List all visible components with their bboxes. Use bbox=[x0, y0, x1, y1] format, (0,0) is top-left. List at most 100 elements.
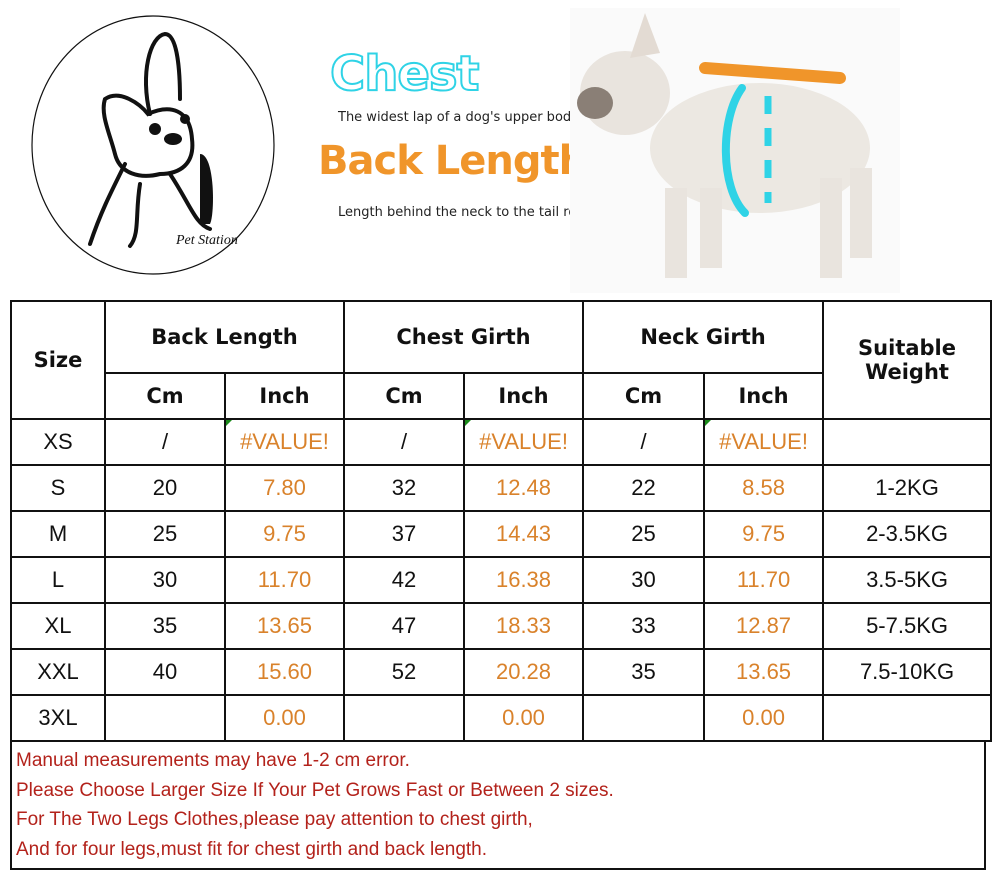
cell-back-cm: 35 bbox=[104, 602, 226, 650]
table-row: S 20 7.80 32 12.48 22 8.58 1-2KG bbox=[10, 464, 993, 512]
logo-text: Pet Station bbox=[175, 233, 238, 248]
cell-weight: 3.5-5KG bbox=[822, 556, 993, 604]
cell-neck-cm: 30 bbox=[582, 556, 706, 604]
cell-back-in: 7.80 bbox=[224, 464, 345, 512]
cell-text: 22 bbox=[631, 475, 656, 500]
cell-text: 42 bbox=[391, 567, 417, 592]
cell-text: #VALUE! bbox=[719, 429, 808, 454]
cell-neck-in: #VALUE! bbox=[703, 418, 825, 466]
header-cm: Cm bbox=[104, 372, 226, 420]
header-inch: Inch bbox=[224, 372, 345, 420]
cell-back-in: 13.65 bbox=[224, 602, 345, 650]
cell-size: S bbox=[10, 464, 106, 512]
cell-text: 25 bbox=[152, 521, 178, 546]
note: Please Choose Larger Size If Your Pet Gr… bbox=[16, 779, 614, 801]
cell-chest-cm: 52 bbox=[343, 648, 465, 696]
cell-text: 12.48 bbox=[495, 475, 552, 500]
table-row: XS / #VALUE! / #VALUE! / #VALUE! bbox=[10, 418, 993, 466]
cell-text: 9.75 bbox=[742, 521, 785, 546]
cell-back-cm: 40 bbox=[104, 648, 226, 696]
error-marker bbox=[705, 420, 712, 426]
cell-weight bbox=[822, 694, 993, 742]
cell-text: 35 bbox=[152, 613, 178, 638]
cell-text: 11.70 bbox=[257, 567, 312, 592]
note: For The Two Legs Clothes,please pay atte… bbox=[16, 809, 533, 830]
cell-chest-in: 12.48 bbox=[462, 464, 585, 512]
cell-text: / bbox=[400, 429, 408, 454]
cell-text: 52 bbox=[391, 659, 417, 684]
table-row: XXL 40 15.60 52 20.28 35 13.65 7.5-10KG bbox=[10, 648, 993, 696]
cell-text: 0.00 bbox=[263, 705, 306, 730]
chest-title: Chest bbox=[329, 45, 480, 103]
cell-text: XL bbox=[44, 613, 72, 638]
cell-chest-cm bbox=[343, 694, 465, 742]
cell-text: 33 bbox=[631, 613, 656, 638]
cell-chest-in: 20.28 bbox=[462, 648, 585, 696]
cell-back-in: #VALUE! bbox=[224, 418, 345, 466]
cell-neck-cm: 33 bbox=[582, 602, 706, 650]
cell-text: 2-3.5KG bbox=[866, 521, 948, 546]
cell-chest-cm: 47 bbox=[343, 602, 465, 650]
header-cm: Cm bbox=[343, 372, 465, 420]
cell-neck-cm: 35 bbox=[582, 648, 706, 696]
cell-text: 30 bbox=[152, 567, 178, 592]
cell-text: #VALUE! bbox=[479, 429, 568, 454]
cell-text: #VALUE! bbox=[240, 429, 329, 454]
cell-neck-cm: / bbox=[582, 418, 706, 466]
size-chart-table: Size Back Length Chest Girth Neck Girth … bbox=[10, 300, 993, 742]
cell-back-in: 15.60 bbox=[224, 648, 345, 696]
table-row: 3XL 0.00 0.00 0.00 bbox=[10, 694, 993, 742]
cell-weight: 5-7.5KG bbox=[822, 602, 993, 650]
table-row: M 25 9.75 37 14.43 25 9.75 2-3.5KG bbox=[10, 510, 993, 558]
cell-size: XXL bbox=[10, 648, 106, 696]
cell-text: 0.00 bbox=[502, 705, 545, 730]
pet-station-logo: Pet Station bbox=[31, 15, 275, 275]
cell-back-cm: 20 bbox=[104, 464, 226, 512]
error-marker bbox=[226, 420, 232, 426]
cell-chest-in: 18.33 bbox=[462, 602, 585, 650]
cell-text: 8.58 bbox=[742, 475, 785, 500]
cell-text: 13.65 bbox=[735, 659, 792, 684]
cell-weight bbox=[822, 418, 993, 466]
cell-chest-cm: 32 bbox=[343, 464, 465, 512]
cell-text: 14.43 bbox=[495, 521, 552, 546]
cell-size: L bbox=[10, 556, 106, 604]
header-neck-girth: Neck Girth bbox=[582, 300, 825, 374]
cell-text: 5-7.5KG bbox=[866, 613, 948, 638]
cell-chest-cm: / bbox=[343, 418, 465, 466]
cell-text: 16.38 bbox=[495, 567, 552, 592]
cell-text: 11.70 bbox=[736, 567, 791, 592]
cell-text: 20 bbox=[152, 475, 178, 500]
error-marker bbox=[465, 420, 471, 426]
cell-size: XL bbox=[10, 602, 106, 650]
cell-text: 0.00 bbox=[742, 705, 785, 730]
back-length-title: Back Length bbox=[318, 138, 587, 184]
cell-size: M bbox=[10, 510, 106, 558]
cell-text: / bbox=[161, 429, 169, 454]
cell-chest-cm: 42 bbox=[343, 556, 465, 604]
cell-neck-cm: 25 bbox=[582, 510, 706, 558]
cell-text: 18.33 bbox=[495, 613, 552, 638]
cell-neck-in: 8.58 bbox=[703, 464, 825, 512]
table-row: L 30 11.70 42 16.38 30 11.70 3.5-5KG bbox=[10, 556, 993, 604]
header-chest-girth: Chest Girth bbox=[342, 300, 585, 374]
cell-back-cm: 30 bbox=[104, 556, 226, 604]
cell-text: 25 bbox=[631, 521, 656, 546]
header-back-length: Back Length bbox=[104, 300, 345, 374]
cell-text: 7.80 bbox=[263, 475, 306, 500]
cell-neck-in: 11.70 bbox=[703, 556, 825, 604]
chest-description: The widest lap of a dog's upper body. bbox=[338, 110, 582, 125]
cell-back-cm bbox=[104, 694, 226, 742]
cell-back-in: 11.70 bbox=[224, 556, 345, 604]
header-size: Size bbox=[10, 300, 106, 420]
cell-size: XS bbox=[10, 418, 106, 466]
cell-neck-in: 9.75 bbox=[703, 510, 825, 558]
cell-text: 35 bbox=[631, 659, 656, 684]
cell-text: 30 bbox=[631, 567, 656, 592]
cell-neck-in: 0.00 bbox=[703, 694, 825, 742]
header-inch: Inch bbox=[703, 372, 825, 420]
header-suitable-weight: Suitable Weight bbox=[822, 300, 993, 420]
cell-text: 12.87 bbox=[735, 613, 792, 638]
cell-text: M bbox=[48, 521, 68, 546]
cell-chest-in: #VALUE! bbox=[462, 418, 585, 466]
